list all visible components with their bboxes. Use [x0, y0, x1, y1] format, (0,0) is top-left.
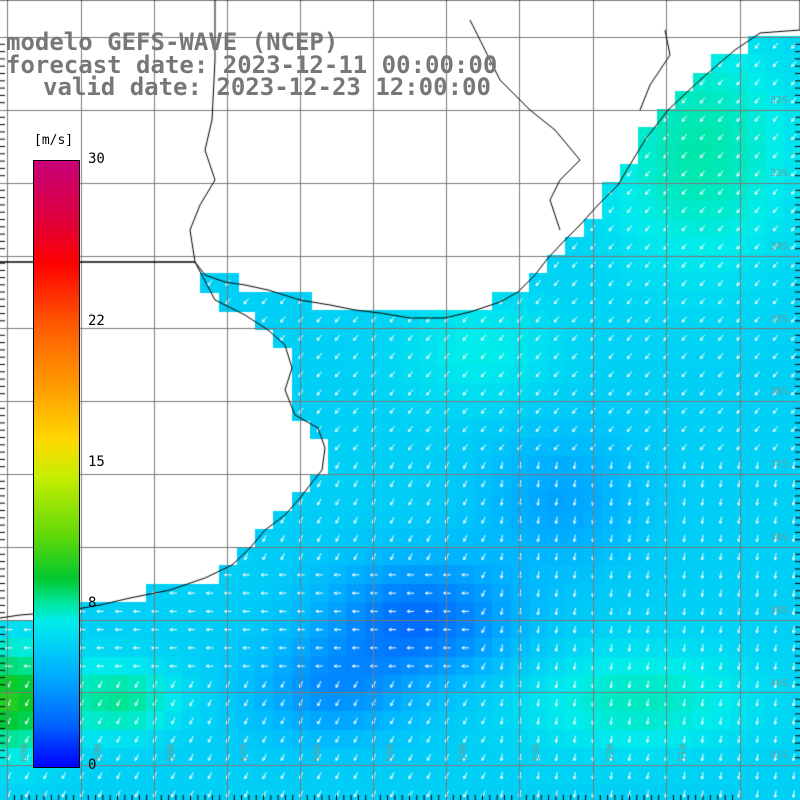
valid-date: valid date: 2023-12-23 12:00:00	[43, 73, 491, 101]
longitude-label: 60W	[19, 743, 30, 762]
latitude-label: 35S	[770, 314, 789, 325]
longitude-label: 56W	[312, 743, 323, 762]
latitude-label: 32S	[770, 95, 789, 106]
longitude-label: 51W	[678, 743, 689, 762]
colorbar	[33, 160, 80, 768]
colorbar-tick-label: 15	[88, 454, 105, 470]
latitude-label: 38S	[770, 532, 789, 543]
colorbar-units: [m/s]	[34, 133, 74, 148]
colorbar-tick-label: 0	[88, 757, 97, 773]
forecast-date: forecast date: 2023-12-11 00:00:00	[6, 51, 498, 79]
latitude-label: 39S	[770, 605, 789, 616]
latitude-label: 36S	[770, 386, 789, 397]
latitude-label: 33S	[770, 168, 789, 179]
colorbar-tick-label: 22	[88, 312, 105, 329]
colorbar-tick-label: 8	[88, 595, 97, 612]
longitude-label: 55W	[385, 743, 396, 762]
latitude-label: 37S	[770, 459, 789, 470]
colorbar-tick-label: 30	[88, 151, 105, 167]
longitude-label: 58W	[166, 743, 177, 762]
longitude-label: 53W	[531, 743, 542, 762]
longitude-label: 52W	[605, 743, 616, 762]
latitude-label: 41S	[770, 750, 789, 761]
latitude-label: 40S	[770, 678, 789, 689]
longitude-label: 54W	[458, 743, 469, 762]
latitude-label: 34S	[770, 241, 789, 252]
model-title: modelo GEFS-WAVE (NCEP)	[6, 28, 339, 56]
longitude-label: 57W	[239, 743, 250, 762]
